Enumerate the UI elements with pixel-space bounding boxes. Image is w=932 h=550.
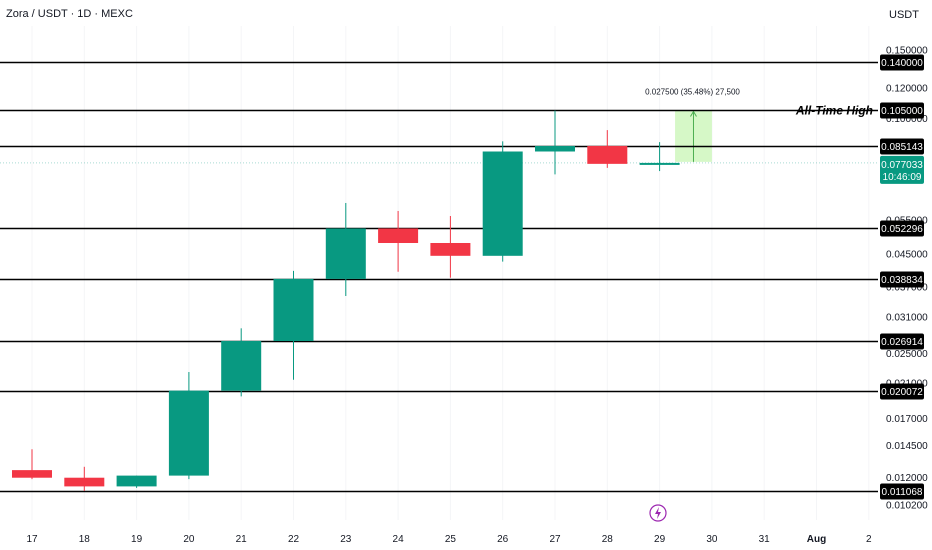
candle <box>482 141 523 262</box>
price-tick-label: 0.120000 <box>886 83 928 94</box>
annotations: All-Time High <box>649 103 873 522</box>
candle-body <box>378 228 419 243</box>
candle <box>378 210 419 272</box>
time-tick-label: 25 <box>445 534 457 545</box>
time-tick-label: 19 <box>131 534 143 545</box>
time-tick-label: Aug <box>807 534 826 545</box>
time-tick-label: 22 <box>288 534 300 545</box>
candle-body <box>12 470 52 478</box>
time-tick-label: 29 <box>654 534 666 545</box>
horizontal-levels <box>0 61 878 493</box>
level-label: 0.011068 <box>882 487 923 498</box>
target-zone-arrowhead <box>690 110 697 117</box>
candle-body <box>116 475 157 487</box>
last-price-label-bg <box>880 155 924 184</box>
last-price-countdown: 10:46:09 <box>883 172 922 183</box>
level-label-bg <box>880 483 924 500</box>
level-label-bg <box>880 383 924 400</box>
candle <box>273 270 314 380</box>
price-tick-label: 0.012000 <box>886 473 928 484</box>
time-tick-label: 30 <box>706 534 718 545</box>
candle-body <box>273 278 314 341</box>
axis-currency: USDT <box>889 9 919 21</box>
time-tick-label: 28 <box>602 534 614 545</box>
time-tick-label: 23 <box>340 534 352 545</box>
level-label-bg <box>880 220 924 237</box>
level-label: 0.140000 <box>881 58 923 69</box>
all-time-high-label: All-Time High <box>795 103 873 117</box>
level-label-bg <box>880 102 924 119</box>
level-label-bg <box>880 333 924 350</box>
time-tick-label: 24 <box>393 534 405 545</box>
chart-title: Zora / USDT · 1D · MEXC <box>6 8 133 20</box>
candle-body <box>325 228 366 279</box>
time-tick-label: 26 <box>497 534 509 545</box>
candle-body <box>221 340 262 391</box>
level-label: 0.052296 <box>881 224 923 235</box>
time-tick-label: 31 <box>759 534 771 545</box>
time-axis[interactable]: 17 18 19 20 21 22 23 24 25 26 27 28 29 30 31 Aug 2 <box>26 534 872 545</box>
level-label: 0.085143 <box>881 142 923 153</box>
candle <box>168 372 209 480</box>
lightning-icon <box>649 504 667 522</box>
time-tick-label: 2 <box>866 534 872 545</box>
price-tick-label: 0.025000 <box>886 349 928 360</box>
candle-body <box>535 145 575 152</box>
price-tick-label: 0.014500 <box>886 441 928 452</box>
price-tick-label: 0.031000 <box>886 313 928 324</box>
candle <box>587 130 628 168</box>
price-tick-label: 0.045000 <box>886 249 928 260</box>
time-tick-label: 21 <box>236 534 248 545</box>
time-tick-label: 20 <box>183 534 195 545</box>
level-label-bg <box>880 54 924 71</box>
candle <box>116 475 157 488</box>
level-label-bg <box>880 271 924 288</box>
candle-body <box>482 151 523 256</box>
time-tick-label: 17 <box>26 534 38 545</box>
candle-body <box>168 390 209 476</box>
candle <box>535 110 575 175</box>
candle <box>221 328 262 397</box>
candle <box>430 215 471 278</box>
candle <box>12 449 52 480</box>
time-tick-label: 18 <box>79 534 91 545</box>
target-zone: 0.027500 (35.48%) 27,500 <box>645 87 740 162</box>
candle-body <box>639 162 680 165</box>
candle-body <box>587 145 628 164</box>
price-tick-label: 0.100000 <box>886 114 928 125</box>
level-label: 0.026914 <box>881 337 923 348</box>
level-label: 0.105000 <box>881 106 923 117</box>
time-tick-label: 27 <box>549 534 561 545</box>
price-tick-label: 0.017000 <box>886 414 928 425</box>
candles <box>12 110 680 491</box>
target-zone-label: 0.027500 (35.48%) 27,500 <box>645 87 740 96</box>
candle-body <box>64 477 105 487</box>
level-label: 0.020072 <box>881 387 923 398</box>
level-label: 0.038834 <box>881 275 923 286</box>
price-axis[interactable]: 0.1500000.1200000.1000000.0550000.045000… <box>880 46 928 512</box>
lightning-icon-bolt <box>655 507 661 519</box>
price-tick-label: 0.037000 <box>886 283 928 294</box>
candle <box>64 466 105 491</box>
level-label-bg <box>880 138 924 155</box>
candle <box>639 142 680 172</box>
price-tick-label: 0.010200 <box>886 501 928 512</box>
last-price-label: 0.077033 <box>881 160 923 171</box>
candle-body <box>430 242 471 256</box>
candle <box>325 202 366 296</box>
price-tick-label: 0.150000 <box>886 46 928 57</box>
